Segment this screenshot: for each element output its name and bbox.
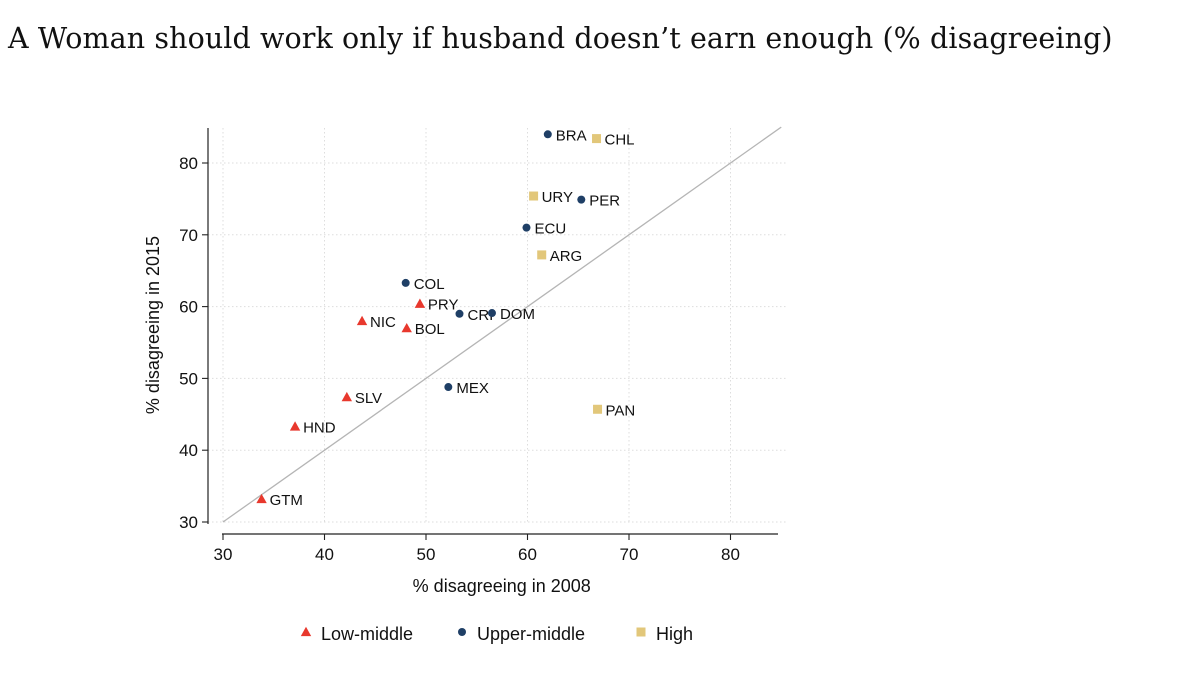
- legend-marker-high: [636, 627, 646, 637]
- point-label-hnd: HND: [303, 420, 336, 437]
- point-label-gtm: GTM: [270, 492, 303, 509]
- point-label-nic: NIC: [370, 314, 396, 331]
- x-tick-label: 80: [721, 545, 740, 564]
- point-bol: [401, 322, 412, 333]
- y-tick-label: 70: [179, 226, 198, 245]
- point-chl: [592, 134, 602, 144]
- point-label-pry: PRY: [428, 297, 459, 314]
- point-label-cri: CRI: [467, 307, 493, 324]
- x-tick-label: 70: [620, 545, 639, 564]
- point-gtm: [256, 493, 267, 504]
- point-arg: [537, 250, 547, 260]
- y-tick-label: 80: [179, 154, 198, 173]
- point-label-ecu: ECU: [534, 221, 566, 238]
- point-label-bol: BOL: [415, 321, 445, 338]
- point-pry: [414, 298, 426, 308]
- point-hnd: [289, 421, 301, 431]
- y-tick-label: 60: [179, 298, 198, 317]
- grid-lines: [208, 128, 788, 523]
- point-col: [401, 278, 410, 287]
- legend-label-high: High: [656, 624, 693, 644]
- point-label-pan: PAN: [606, 402, 636, 419]
- point-slv: [341, 391, 353, 402]
- reference-line: [222, 126, 782, 523]
- point-label-chl: CHL: [605, 132, 635, 149]
- x-tick-label: 60: [518, 545, 537, 564]
- x-tick-label: 50: [417, 545, 436, 564]
- legend-label-low-middle: Low-middle: [321, 624, 413, 644]
- y-tick-label: 40: [179, 441, 198, 460]
- point-cri: [455, 309, 464, 318]
- x-tick-label: 30: [214, 545, 233, 564]
- point-label-col: COL: [414, 276, 445, 293]
- legend-marker-upper-middle: [458, 628, 466, 636]
- point-label-slv: SLV: [355, 390, 382, 407]
- point-label-ury: URY: [542, 189, 573, 206]
- y-axis-label: % disagreeing in 2015: [143, 236, 163, 414]
- tick-labels: 30 40 50 60 70 80 30 40 50 60 70 80: [179, 154, 740, 564]
- point-mex: [444, 383, 453, 392]
- point-bra: [543, 130, 552, 139]
- y-tick-label: 50: [179, 369, 198, 388]
- y-tick-label: 30: [179, 513, 198, 532]
- legend: Low-middle Upper-middle High: [300, 624, 693, 644]
- point-nic: [356, 315, 368, 326]
- point-label-bra: BRA: [556, 127, 587, 144]
- chart-title: A Woman should work only if husband does…: [8, 22, 1113, 55]
- point-pan: [593, 404, 603, 414]
- point-dom: [487, 309, 496, 318]
- point-ury: [529, 191, 539, 201]
- axes: [202, 128, 778, 540]
- point-ecu: [522, 223, 531, 232]
- legend-label-upper-middle: Upper-middle: [477, 624, 585, 644]
- legend-marker-low-middle: [300, 626, 312, 637]
- point-label-arg: ARG: [550, 248, 583, 265]
- x-tick-label: 40: [315, 545, 334, 564]
- point-label-mex: MEX: [456, 380, 489, 397]
- x-axis-label: % disagreeing in 2008: [413, 576, 591, 596]
- point-per: [577, 195, 586, 204]
- data-points: GTM HND SLV NIC BOL PRY COL CRI DOM MEX ECU BRA PER U…: [256, 127, 635, 509]
- point-label-dom: DOM: [500, 306, 535, 323]
- point-label-per: PER: [589, 193, 620, 210]
